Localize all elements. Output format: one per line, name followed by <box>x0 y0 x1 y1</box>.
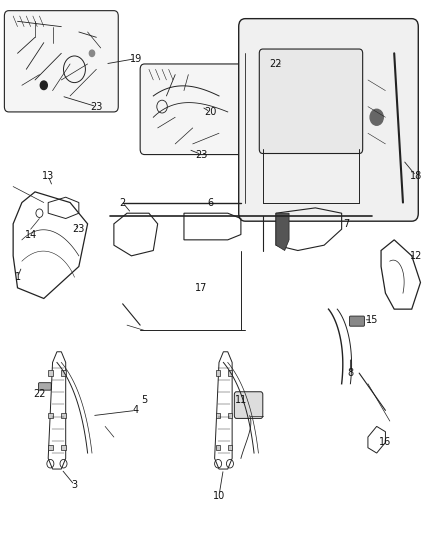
FancyBboxPatch shape <box>39 383 51 390</box>
Text: 16: 16 <box>379 438 392 447</box>
Polygon shape <box>276 213 289 251</box>
FancyBboxPatch shape <box>48 370 53 376</box>
FancyBboxPatch shape <box>216 370 220 376</box>
FancyBboxPatch shape <box>48 445 53 450</box>
FancyBboxPatch shape <box>228 445 232 450</box>
Text: 23: 23 <box>73 224 85 234</box>
Circle shape <box>370 109 383 125</box>
FancyBboxPatch shape <box>234 392 263 418</box>
Text: 22: 22 <box>33 390 46 399</box>
FancyBboxPatch shape <box>216 413 220 418</box>
Text: 11: 11 <box>235 395 247 405</box>
Text: 23: 23 <box>90 102 102 111</box>
FancyBboxPatch shape <box>216 445 220 450</box>
Text: 23: 23 <box>195 150 208 159</box>
Text: 3: 3 <box>71 480 78 490</box>
Text: 1: 1 <box>14 272 21 282</box>
FancyBboxPatch shape <box>259 49 363 154</box>
FancyBboxPatch shape <box>140 64 245 155</box>
FancyBboxPatch shape <box>4 11 118 112</box>
Text: 10: 10 <box>213 491 225 500</box>
Text: 20: 20 <box>204 107 216 117</box>
FancyBboxPatch shape <box>228 413 232 418</box>
Circle shape <box>89 50 95 56</box>
FancyBboxPatch shape <box>61 445 66 450</box>
FancyBboxPatch shape <box>61 413 66 418</box>
Text: 2: 2 <box>120 198 126 207</box>
FancyBboxPatch shape <box>350 316 364 326</box>
Circle shape <box>40 81 47 90</box>
FancyBboxPatch shape <box>228 370 232 376</box>
Text: 19: 19 <box>130 54 142 63</box>
Text: 14: 14 <box>25 230 37 239</box>
Text: 13: 13 <box>42 171 54 181</box>
FancyBboxPatch shape <box>61 370 66 376</box>
Text: 17: 17 <box>195 283 208 293</box>
Text: 4: 4 <box>133 406 139 415</box>
FancyBboxPatch shape <box>48 413 53 418</box>
FancyBboxPatch shape <box>239 19 418 221</box>
Text: 7: 7 <box>343 219 349 229</box>
Text: 12: 12 <box>410 251 422 261</box>
Text: 22: 22 <box>270 59 282 69</box>
Text: 15: 15 <box>366 315 378 325</box>
Text: 5: 5 <box>141 395 148 405</box>
Text: 6: 6 <box>207 198 213 207</box>
Text: 8: 8 <box>347 368 353 378</box>
Text: 18: 18 <box>410 171 422 181</box>
